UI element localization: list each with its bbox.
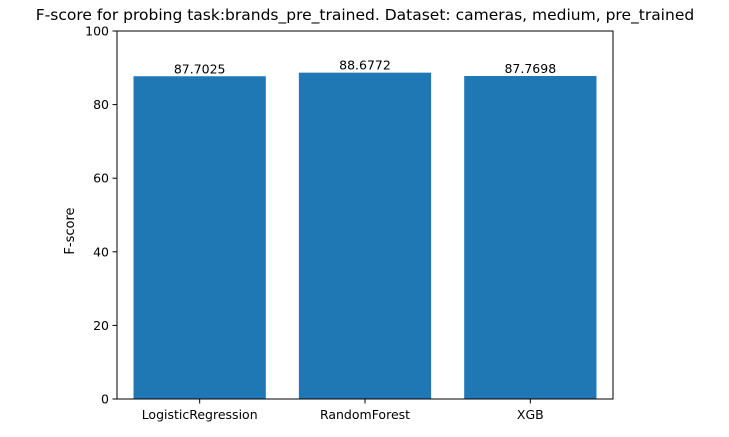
axes-frame [116, 30, 614, 400]
data-label-randomforest: 88.6772 [339, 58, 391, 73]
x-tick-label-randomforest: RandomForest [320, 407, 410, 422]
y-tick-label: 40 [93, 244, 109, 259]
bar-logisticregression [133, 76, 266, 400]
bar-xgb [464, 76, 597, 399]
y-tick-label: 60 [93, 171, 109, 186]
plot-area: 87.7025 LogisticRegression 88.6772 RandomFo… [85, 24, 614, 422]
x-tick-label-xgb: XGB [517, 407, 544, 422]
bar-randomforest [298, 72, 432, 399]
y-tick-label: 80 [93, 97, 109, 112]
data-label-logisticregression: 87.7025 [174, 61, 226, 76]
y-tick-label: 20 [93, 318, 109, 333]
x-tick-label-logisticregression: LogisticRegression [142, 407, 258, 422]
y-axis-label: F-score [63, 207, 78, 254]
y-tick-label: 100 [85, 24, 109, 39]
y-tick-label: 0 [101, 392, 109, 407]
chart-title: F-score for probing task:brands_pre_trai… [36, 6, 694, 25]
data-label-xgb: 87.7698 [504, 61, 556, 76]
